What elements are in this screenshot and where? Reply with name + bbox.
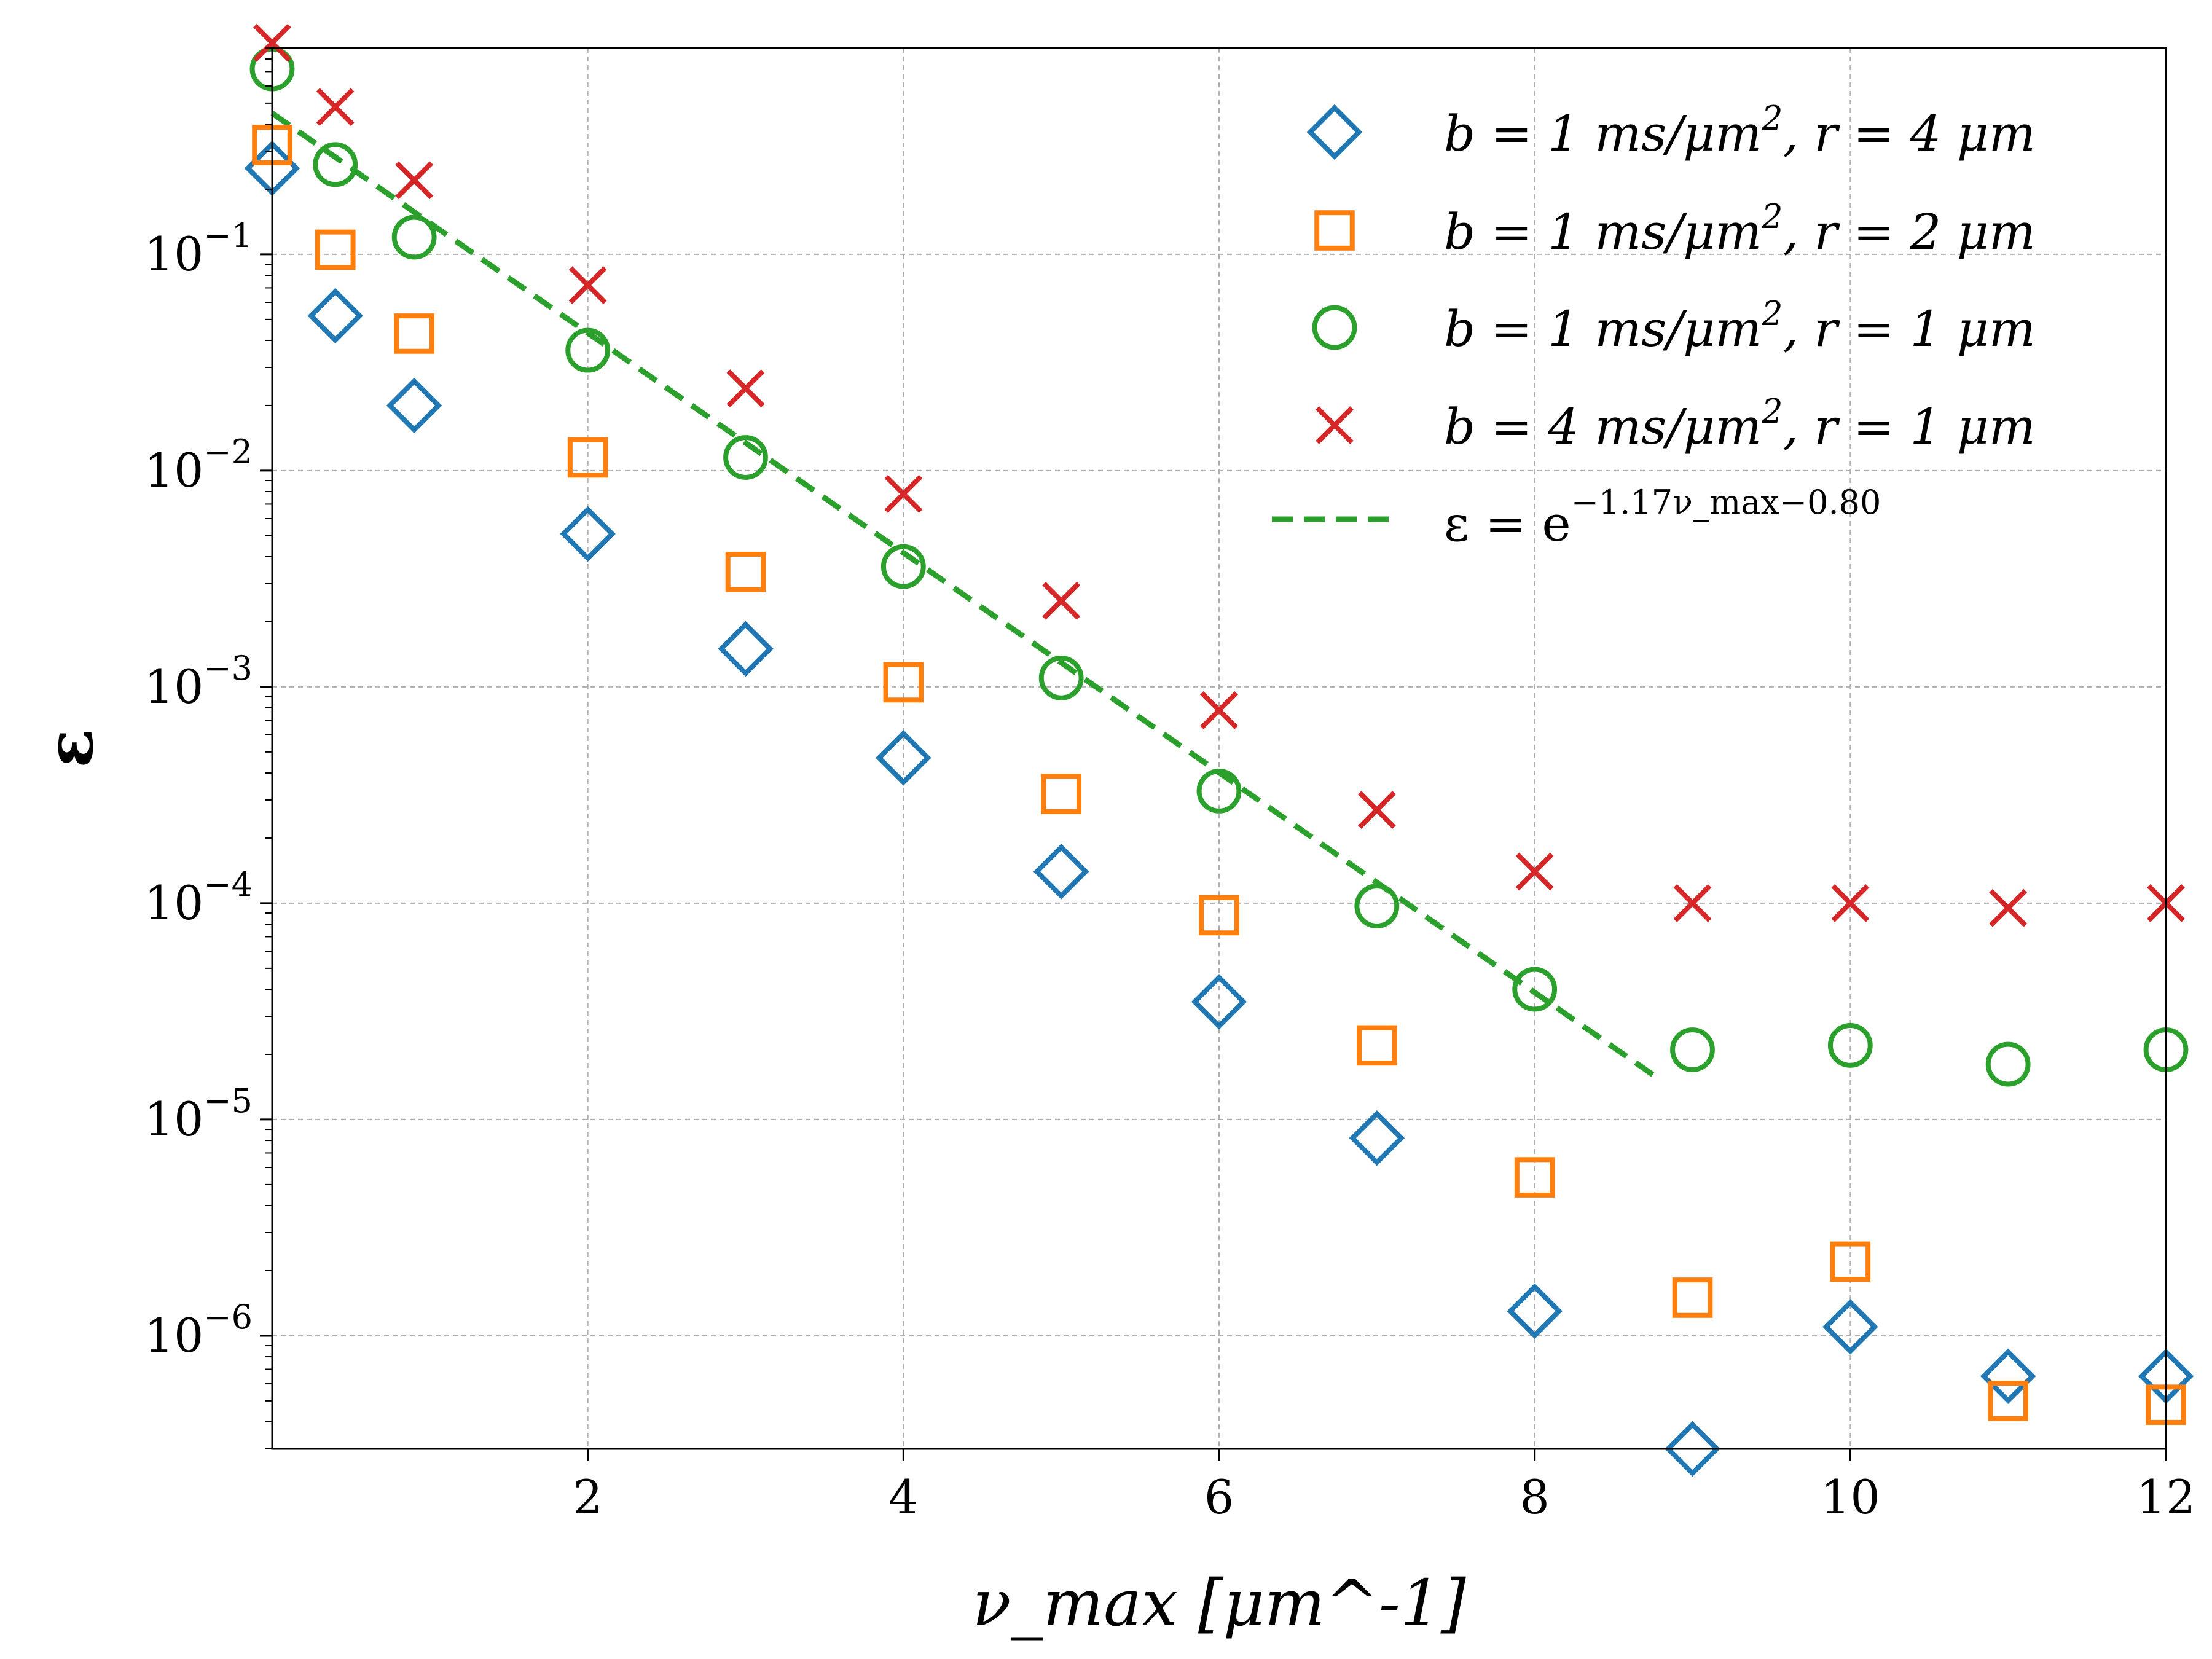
data-point-square xyxy=(883,662,924,703)
data-point-x xyxy=(1673,884,1712,922)
data-point-circle xyxy=(1038,655,1084,700)
data-point-diamond xyxy=(1665,1421,1720,1477)
data-point-square xyxy=(1988,1381,2028,1421)
data-point-circle xyxy=(723,435,768,480)
data-point-circle xyxy=(391,214,437,260)
x-axis-label: ν_max [μm^-1] xyxy=(972,1566,1466,1641)
data-point-diamond xyxy=(1033,844,1089,900)
marks-layer xyxy=(244,23,2194,1477)
data-point-x xyxy=(1042,581,1081,620)
y-tick-label: 10−5 xyxy=(144,1081,253,1147)
legend-marker-diamond xyxy=(1306,104,1363,160)
y-tick-label: 10−2 xyxy=(144,433,253,498)
data-point-diamond xyxy=(1822,1299,1878,1355)
data-point-x xyxy=(1357,791,1396,829)
x-tick-label: 6 xyxy=(1204,1470,1234,1524)
data-point-diamond xyxy=(386,377,442,434)
legend-marker-circle xyxy=(1312,305,1357,350)
y-tick-label: 10−1 xyxy=(144,216,253,281)
data-point-x xyxy=(1200,691,1238,729)
x-tick-label: 12 xyxy=(2136,1470,2196,1524)
y-axis-label: ε xyxy=(32,729,108,767)
data-point-square xyxy=(315,229,356,270)
data-point-square xyxy=(1314,210,1355,251)
y-tick-label: 10−3 xyxy=(144,649,253,714)
data-point-circle xyxy=(1985,1041,2031,1087)
data-point-square xyxy=(394,313,434,354)
data-point-square xyxy=(1041,774,1081,814)
data-point-x xyxy=(395,161,434,200)
data-point-circle xyxy=(1512,967,1558,1012)
data-point-square xyxy=(1357,1025,1397,1066)
legend: b = 1 ms/μm2, r = 4 μm b = 1 ms/μm2, r =… xyxy=(1272,99,2036,552)
data-point-diamond xyxy=(718,621,774,677)
legend-entry-3: b = 4 ms/μm2, r = 1 μm xyxy=(1316,392,2036,455)
fit-layer xyxy=(270,111,1663,1083)
x-tick-label: 2 xyxy=(573,1470,602,1524)
legend-label-fit: ε = e−1.17ν_max−0.80 xyxy=(1444,483,1881,552)
data-point-circle xyxy=(1827,1022,1873,1068)
data-point-circle xyxy=(1670,1027,1715,1072)
data-point-circle xyxy=(1312,305,1357,350)
data-point-square xyxy=(1672,1277,1713,1318)
data-point-circle xyxy=(313,142,358,187)
x-tick-label: 10 xyxy=(1821,1470,1880,1524)
fit-line xyxy=(270,111,1663,1083)
data-point-x xyxy=(884,474,923,513)
data-point-diamond xyxy=(1349,1110,1405,1166)
legend-entry-fit: ε = e−1.17ν_max−0.80 xyxy=(1272,483,1881,552)
legend-marker-square xyxy=(1314,210,1355,251)
y-tick-label: 10−6 xyxy=(144,1298,253,1363)
legend-label-3: b = 4 ms/μm2, r = 1 μm xyxy=(1444,392,2036,455)
x-tick-label: 8 xyxy=(1520,1470,1549,1524)
legend-entry-1: b = 1 ms/μm2, r = 2 μm xyxy=(1314,197,2036,261)
data-point-x xyxy=(253,23,291,62)
legend-label-2: b = 1 ms/μm2, r = 1 μm xyxy=(1444,294,2036,358)
data-point-diamond xyxy=(1306,104,1363,160)
data-point-diamond xyxy=(1191,974,1247,1030)
legend-label-1: b = 1 ms/μm2, r = 2 μm xyxy=(1444,197,2036,261)
x-tick-label: 4 xyxy=(888,1470,918,1524)
data-point-x xyxy=(568,266,607,305)
data-point-square xyxy=(725,552,766,592)
data-point-x xyxy=(1989,888,2028,927)
data-point-square xyxy=(1199,895,1239,936)
data-point-x xyxy=(726,369,765,407)
legend-entry-0: b = 1 ms/μm2, r = 4 μm xyxy=(1306,99,2036,162)
data-point-diamond xyxy=(1980,1348,2036,1405)
data-point-circle xyxy=(880,544,926,589)
data-point-x xyxy=(1316,406,1354,444)
data-point-x xyxy=(316,88,355,127)
data-point-circle xyxy=(565,327,611,373)
data-point-circle xyxy=(1354,884,1400,928)
data-point-diamond xyxy=(1507,1283,1563,1339)
legend-entry-2: b = 1 ms/μm2, r = 1 μm xyxy=(1312,294,2036,358)
data-point-diamond xyxy=(307,288,363,344)
y-tick-label: 10−4 xyxy=(144,865,253,930)
data-point-circle xyxy=(1196,769,1242,814)
data-point-square xyxy=(1830,1241,1871,1282)
data-point-x xyxy=(1515,852,1554,891)
data-point-square xyxy=(1514,1157,1555,1198)
data-point-diamond xyxy=(560,506,616,562)
data-point-diamond xyxy=(876,730,931,786)
data-point-square xyxy=(567,437,608,478)
ticks-layer: 2 4 6 8 10 12 10−1 10−2 10−3 10−4 10−5 10−6 xyxy=(144,47,2196,1524)
legend-label-0: b = 1 ms/μm2, r = 4 μm xyxy=(1444,99,2036,162)
legend-marker-x xyxy=(1316,406,1354,444)
data-point-x xyxy=(1831,884,1870,922)
